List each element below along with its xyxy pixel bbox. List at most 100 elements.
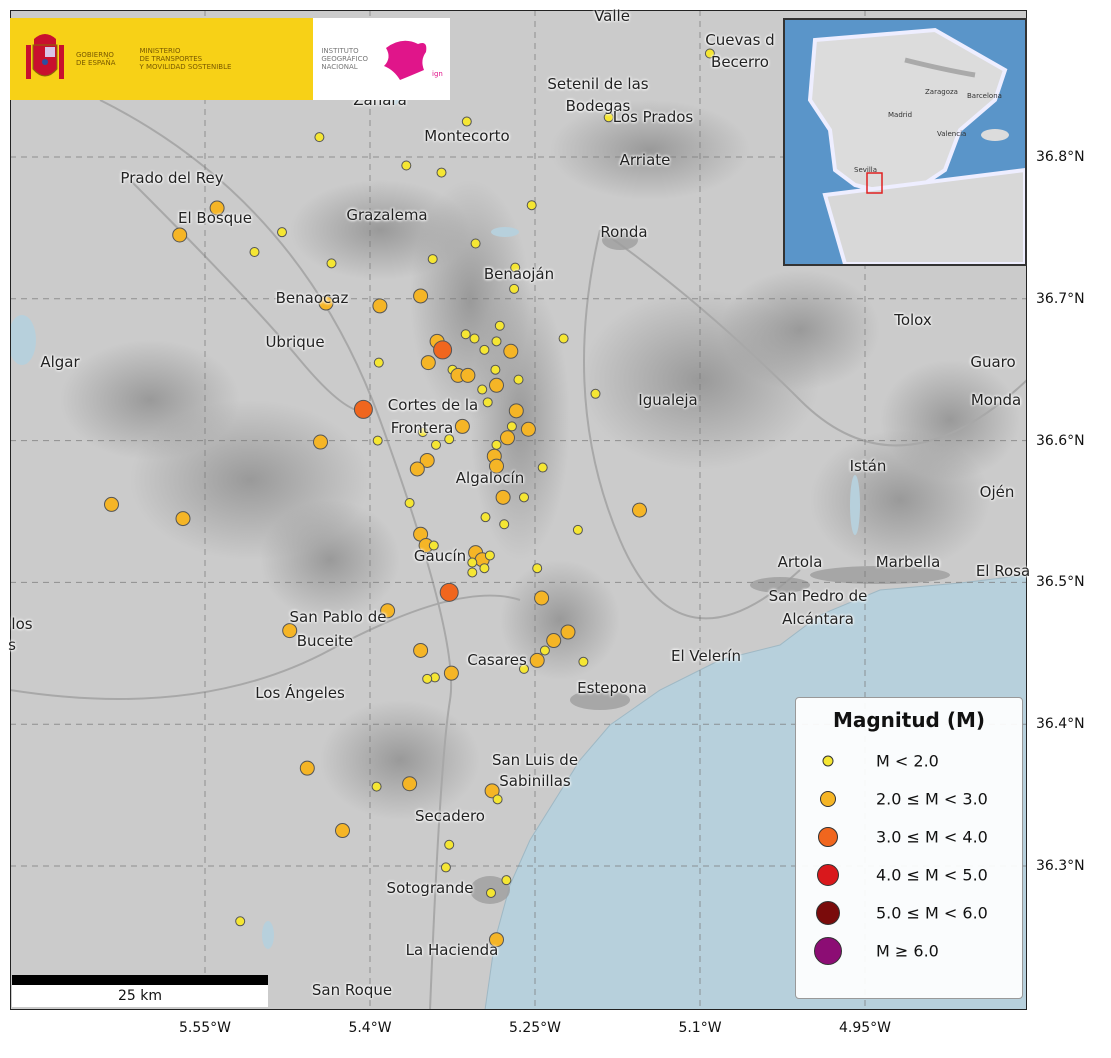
earthquake-marker	[503, 343, 519, 359]
place-label: Becerro	[711, 53, 769, 71]
earthquake-marker	[439, 582, 459, 602]
earthquake-marker	[572, 524, 583, 535]
place-label: Ojén	[979, 483, 1015, 501]
earthquake-marker	[401, 160, 412, 171]
place-label: Istán	[849, 457, 887, 475]
inset-label: Madrid	[888, 111, 913, 119]
earthquake-marker	[546, 633, 562, 649]
place-label: Monda	[970, 391, 1022, 409]
x-tick-label: 5.1°W	[678, 1020, 722, 1036]
legend-item: 4.0 ≤ M < 5.0	[796, 860, 1022, 890]
scale-bar-line	[12, 975, 268, 985]
legend-marker-icon	[817, 864, 839, 886]
earthquake-marker	[419, 452, 435, 468]
place-label: Alcántara	[782, 610, 854, 628]
place-label: Los Prados	[612, 108, 694, 126]
place-label: Prado del Rey	[120, 169, 224, 187]
y-tick-label: 36.7°N	[1036, 290, 1085, 307]
logo-line: MINISTERIO	[139, 47, 181, 55]
place-label: Arriate	[619, 151, 671, 169]
legend-item: M ≥ 6.0	[796, 936, 1022, 966]
earthquake-marker	[526, 200, 537, 211]
earthquake-marker	[480, 512, 491, 523]
logo-line: GEOGRÁFICO	[321, 55, 368, 63]
earthquake-marker	[520, 421, 536, 437]
earthquake-marker	[489, 377, 504, 393]
place-label: San Pablo de	[289, 608, 387, 626]
logo-line: NACIONAL	[321, 63, 358, 71]
place-label: Los Ángeles	[255, 684, 345, 702]
earthquake-marker	[335, 823, 350, 839]
earthquake-marker	[467, 557, 478, 568]
logo-line: INSTITUTO	[321, 47, 359, 55]
place-label: Igualeja	[638, 391, 698, 409]
place-label: El Rosa	[975, 562, 1031, 580]
x-tick-label: 5.55°W	[178, 1020, 232, 1036]
earthquake-marker	[467, 567, 478, 578]
earthquake-marker	[420, 355, 436, 371]
inset-label: Valencia	[937, 130, 967, 138]
earthquake-marker	[499, 519, 510, 530]
earthquake-marker	[578, 656, 589, 667]
earthquake-marker	[537, 462, 548, 473]
earthquake-marker	[299, 760, 315, 776]
place-label: Gaucín	[413, 547, 467, 565]
earthquake-marker	[484, 550, 495, 561]
place-label: Benaoján	[483, 265, 555, 283]
place-label: Buceite	[296, 632, 354, 650]
place-label: Ubrique	[265, 333, 325, 351]
earthquake-marker	[509, 283, 520, 294]
inset-label: Sevilla	[854, 166, 878, 174]
earthquake-marker	[235, 916, 246, 927]
svg-text:ign: ign	[432, 70, 443, 78]
legend-label: 3.0 ≤ M < 4.0	[876, 827, 988, 847]
x-tick-label: 5.25°W	[508, 1020, 562, 1036]
magnitude-legend: Magnitud (M) M < 2.0 2.0 ≤ M < 3.0 3.0 ≤ M…	[795, 697, 1023, 999]
earthquake-marker	[491, 336, 502, 347]
earthquake-marker	[529, 652, 545, 668]
earthquake-marker	[603, 112, 614, 123]
ministry-text: MINISTERIO DE TRANSPORTES Y MOVILIDAD SO…	[140, 47, 232, 71]
earthquake-marker	[470, 238, 481, 249]
place-label: Cuevas d	[705, 31, 775, 49]
earthquake-marker	[371, 781, 382, 792]
y-tick-label: 36.6°N	[1036, 432, 1085, 449]
earthquake-marker	[477, 384, 488, 395]
earthquake-marker	[443, 665, 459, 681]
place-label: Artola	[777, 553, 823, 571]
earthquake-marker	[428, 540, 439, 551]
scale-bar: 25 km	[12, 975, 268, 1007]
logo-line: GOBIERNO	[76, 51, 114, 59]
earthquake-marker	[373, 357, 384, 368]
coat-of-arms-icon	[26, 34, 64, 79]
hillshade-ridge	[720, 270, 880, 390]
earthquake-marker	[532, 563, 543, 574]
government-logo: GOBIERNO DE ESPAÑA MINISTERIO DE TRANSPO…	[10, 18, 314, 100]
earthquake-marker	[460, 329, 471, 340]
legend-item: 5.0 ≤ M < 6.0	[796, 898, 1022, 928]
earthquake-marker	[249, 247, 260, 258]
place-label: Algalocín	[455, 469, 525, 487]
earthquake-markers	[104, 48, 715, 948]
earthquake-marker	[404, 497, 415, 508]
legend-marker-icon	[816, 901, 840, 925]
earthquake-marker	[490, 364, 501, 375]
earthquake-marker	[519, 663, 529, 674]
earthquake-marker	[422, 673, 433, 684]
legend-title: Magnitud (M)	[832, 708, 986, 732]
earthquake-marker	[353, 399, 373, 419]
earthquake-marker	[486, 887, 496, 898]
earthquake-marker	[560, 624, 576, 640]
earthquake-marker	[469, 333, 480, 344]
earthquake-marker	[454, 418, 470, 434]
earthquake-marker	[444, 434, 455, 445]
earthquake-marker	[501, 875, 512, 886]
place-label: Marbella	[875, 553, 941, 571]
iberia-overview	[807, 27, 1025, 264]
place-label: Ronda	[600, 223, 648, 241]
earthquake-marker	[489, 458, 504, 474]
place-label: La Hacienda	[405, 941, 499, 959]
place-label: Bodegas	[565, 97, 631, 115]
x-tick-label: 5.4°W	[348, 1020, 392, 1036]
earthquake-marker	[539, 645, 550, 656]
